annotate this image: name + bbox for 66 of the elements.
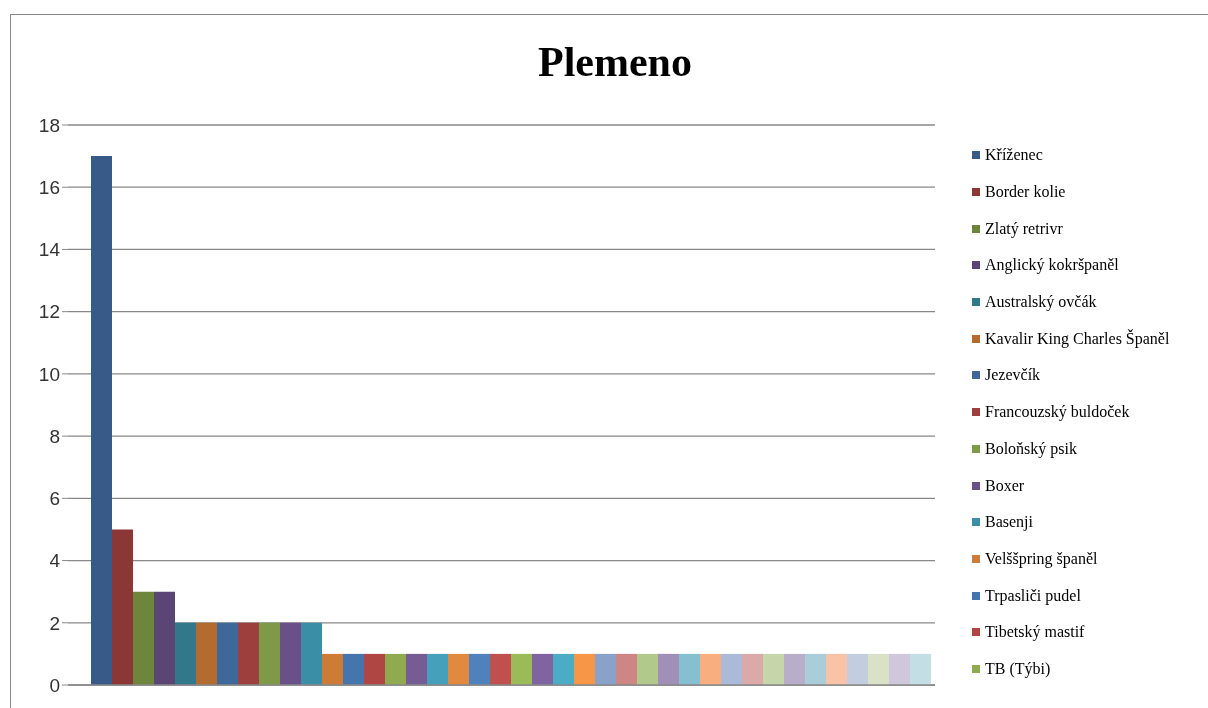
- bar: [175, 622, 196, 685]
- bar: [595, 653, 616, 685]
- legend-label: Border kolie: [985, 183, 1066, 202]
- bar: [742, 653, 763, 685]
- bar: [364, 653, 385, 685]
- bar: [259, 622, 280, 685]
- chart-title: Plemeno: [537, 38, 693, 86]
- bar: [763, 653, 784, 685]
- legend-label: Australský ovčák: [985, 293, 1097, 312]
- legend-label: Kříženec: [985, 146, 1043, 165]
- bar: [406, 653, 427, 685]
- bar: [637, 653, 658, 685]
- legend-label: Kavalir King Charles Španěl: [985, 329, 1170, 348]
- bar: [805, 653, 826, 685]
- bar: [322, 653, 343, 685]
- bar: [784, 653, 805, 685]
- legend-label: Boxer: [985, 476, 1025, 495]
- bar: [532, 653, 553, 685]
- bar: [91, 156, 112, 685]
- legend-label: TB (Týbi): [985, 659, 1051, 678]
- y-tick-label: 6: [49, 488, 60, 510]
- y-tick-label: 2: [49, 612, 60, 634]
- y-tick-label: 4: [49, 550, 61, 572]
- bar: [553, 653, 574, 685]
- bar: [511, 653, 532, 685]
- legend-label: Trpasliči pudel: [985, 586, 1081, 605]
- y-tick-label: 8: [49, 425, 60, 447]
- y-tick-label: 18: [38, 114, 60, 136]
- bar: [196, 622, 217, 685]
- bar: [427, 653, 448, 685]
- bar: [301, 622, 322, 685]
- bar: [847, 653, 868, 685]
- bar: [574, 653, 595, 685]
- y-tick-label: 0: [49, 674, 60, 696]
- bar: [616, 653, 637, 685]
- y-tick-label: 10: [38, 363, 60, 385]
- bar: [868, 653, 889, 685]
- bar: [679, 653, 700, 685]
- legend-label: Basenji: [985, 513, 1033, 532]
- bar: [490, 653, 511, 685]
- bar: [658, 653, 679, 685]
- y-tick-label: 16: [38, 176, 60, 198]
- bar: [238, 622, 259, 685]
- bar: [217, 622, 238, 685]
- bar: [343, 653, 364, 685]
- bar: [133, 591, 154, 685]
- bar: [112, 529, 133, 685]
- legend-label: Velššpring španěl: [985, 549, 1098, 568]
- bar: [700, 653, 721, 685]
- legend-label: Anglický kokršpaněl: [985, 256, 1119, 275]
- bar: [826, 653, 847, 685]
- bar: [154, 591, 175, 685]
- bar: [469, 653, 490, 685]
- bar: [280, 622, 301, 685]
- y-tick-label: 14: [38, 239, 61, 261]
- y-tick-label: 12: [38, 301, 60, 323]
- bar: [889, 653, 910, 685]
- legend-label: Zlatý retrivr: [985, 219, 1063, 238]
- bar: [721, 653, 742, 685]
- legend-label: Boloňský psik: [985, 439, 1078, 458]
- bar: [448, 653, 469, 685]
- legend-label: Tibetský mastif: [985, 623, 1085, 642]
- bar: [910, 653, 931, 685]
- legend-label: Francouzský buldoček: [985, 403, 1130, 422]
- legend-label: Jezevčík: [985, 366, 1041, 385]
- bar: [385, 653, 406, 685]
